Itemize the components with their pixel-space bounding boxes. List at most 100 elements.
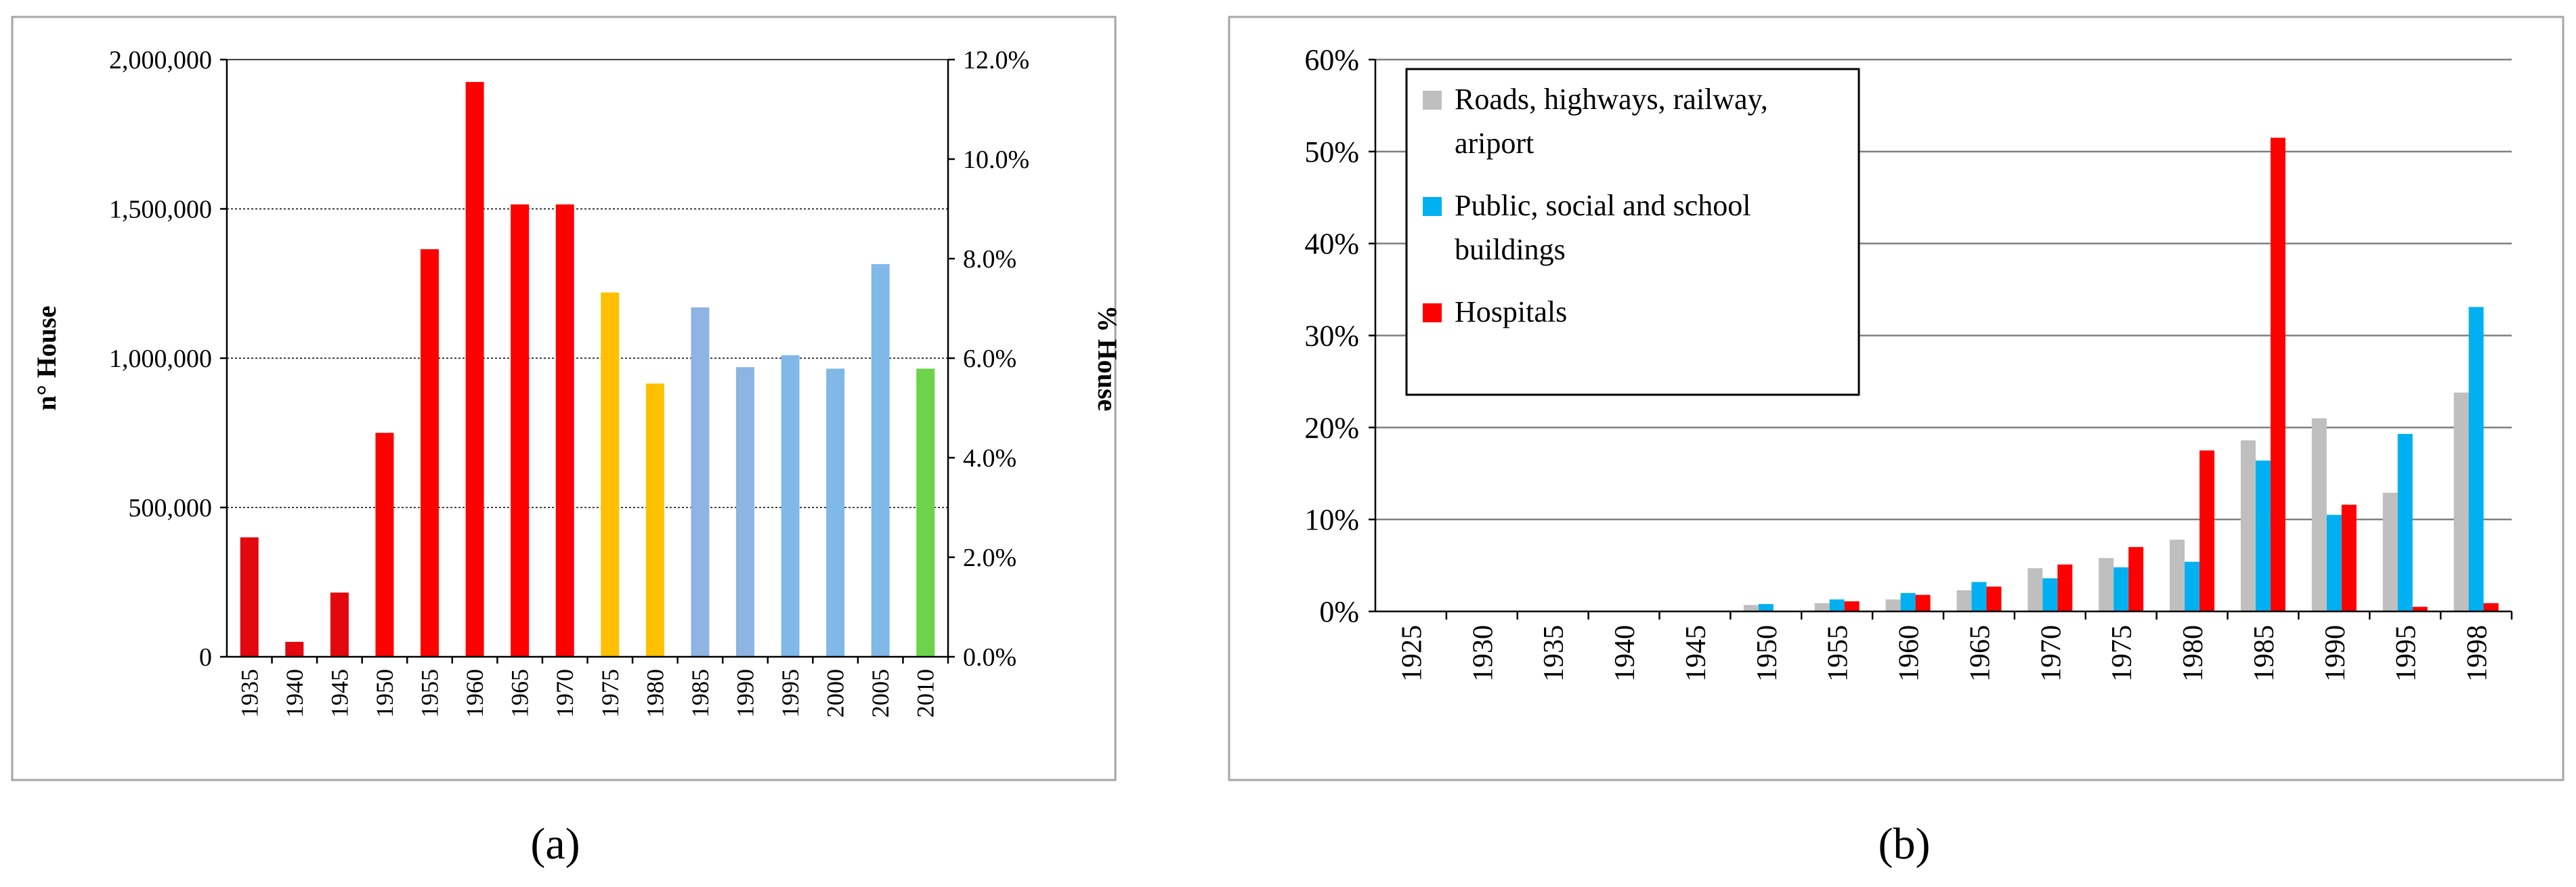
chart-a-x-tick-label: 1985: [687, 669, 714, 718]
chart-b-x-tick-label: 1960: [1894, 625, 1925, 682]
chart-a-y2-tick-label: 0.0%: [963, 643, 1016, 672]
chart-a-bar-1980: [645, 383, 664, 657]
chart-b: 0% 10% 20% 30% 40% 50% 60% 1925 1930 1935 1940 194…: [1228, 16, 2564, 781]
legend-label-1: buildings: [1455, 233, 1566, 266]
chart-b-x-tick-labels: 1925 1930 1935 1940 1945 1950 1955 1960 1965 1970…: [1396, 611, 2513, 682]
legend-box: [1405, 68, 1860, 396]
chart-b-bar-1990-s0: [2311, 418, 2327, 611]
chart-a-x-tick-labels: 1935 1940 1945 1950 1955 1960 1965 1970 1975 1980…: [236, 657, 949, 718]
chart-b-x-tick-label: 1975: [2107, 625, 2138, 682]
chart-a-bar-1990: [735, 367, 754, 657]
chart-a-bar-1960: [465, 82, 484, 657]
chart-a-bar-1955: [421, 249, 439, 657]
chart-b-y-tick-label: 60%: [1304, 43, 1359, 77]
chart-b-bar-1975-s0: [2099, 558, 2114, 611]
chart-a-x-tick-label: 1960: [461, 669, 488, 718]
chart-b-x-tick-label: 1990: [2320, 625, 2351, 682]
chart-b-bar-1980-s2: [2199, 450, 2215, 611]
chart-b-bar-1965-s1: [1971, 582, 1987, 611]
chart-b-x-tick-label: 1995: [2391, 625, 2422, 682]
chart-b-bar-1975-s1: [2113, 567, 2129, 611]
chart-a-y-tick-label: 2,000,000: [109, 46, 212, 74]
chart-a-x-tick-label: 2005: [867, 669, 894, 718]
chart-b-bar-1990-s1: [2326, 515, 2342, 611]
chart-a-bar-1985: [691, 307, 710, 657]
chart-a-bar-1950: [375, 433, 394, 657]
chart-b-bar-1998-s1: [2468, 307, 2484, 611]
chart-b-bar-1995-s1: [2397, 433, 2413, 611]
chart-b-bar-1960-s2: [1915, 594, 1931, 611]
chart-a-x-tick-label: 1935: [236, 669, 263, 718]
legend-label-2: Hospitals: [1455, 295, 1567, 328]
legend-swatch-0: [1423, 91, 1442, 110]
chart-b-bar-1998-s2: [2483, 603, 2499, 611]
chart-b-bar-1995-s2: [2412, 607, 2428, 611]
chart-b-bar-1980-s0: [2170, 540, 2185, 611]
chart-b-bar-1955-s0: [1814, 603, 1830, 611]
panel-b-caption: (b): [1879, 819, 1931, 869]
chart-b-bar-1950-s1: [1758, 604, 1774, 611]
chart-b-bar-1980-s1: [2185, 561, 2200, 611]
chart-b-x-tick-label: 1940: [1610, 625, 1641, 682]
chart-a-y2-tick-label: 2.0%: [963, 544, 1016, 572]
chart-b-bar-1960-s1: [1900, 592, 1916, 611]
chart-a-bars: [240, 82, 935, 657]
chart-b-bar-1990-s2: [2341, 504, 2357, 611]
chart-a-y2-axis-label: % House: [1092, 305, 1123, 412]
chart-b-bar-1975-s2: [2128, 546, 2144, 611]
chart-b-bar-1970-s0: [2027, 568, 2043, 611]
chart-a-x-tick-label: 1955: [416, 669, 444, 718]
chart-a-y-tick-labels: 0 500,000 1,000,000 1,500,000 2,000,000: [109, 46, 227, 672]
chart-b-y-tick-label: 50%: [1304, 135, 1359, 169]
chart-a-bar-2000: [826, 368, 845, 657]
chart-b-bar-1965-s0: [1956, 590, 1972, 611]
chart-a-x-tick-label: 2010: [912, 669, 939, 718]
chart-b-y-tick-label: 0%: [1319, 595, 1359, 628]
chart-a-x-tick-label: 1965: [507, 669, 534, 718]
chart-b-bar-1950-s0: [1743, 605, 1759, 611]
chart-a-x-tick-label: 1950: [371, 669, 398, 718]
panel-a-caption: (a): [530, 819, 580, 869]
chart-b-bar-1985-s0: [2240, 440, 2256, 611]
chart-a-x-tick-label: 1980: [641, 669, 668, 718]
chart-b-x-tick-label: 1950: [1752, 625, 1783, 682]
chart-b-x-tick-label: 1965: [1965, 625, 1996, 682]
chart-b-bar-1970-s2: [2057, 564, 2073, 611]
chart-a-gridlines: [227, 59, 948, 509]
chart-b-x-tick-label: 1930: [1467, 625, 1499, 682]
chart-b-x-tick-label: 1945: [1681, 625, 1712, 682]
chart-a-x-tick-label: 1970: [551, 669, 578, 718]
chart-a-bar-1945: [330, 592, 349, 657]
chart-b-x-tick-label: 1935: [1539, 625, 1570, 682]
legend-label-0: ariport: [1455, 127, 1534, 160]
chart-a-x-tick-label: 1990: [731, 669, 758, 718]
chart-b-x-tick-label: 1955: [1823, 625, 1854, 682]
chart-a-bar-1965: [511, 204, 530, 657]
chart-a-y2-tick-label: 4.0%: [963, 444, 1016, 473]
legend-swatch-1: [1423, 197, 1442, 216]
chart-a-x-tick-label: 1945: [326, 669, 353, 718]
chart-b-y-tick-label: 10%: [1304, 503, 1359, 536]
chart-a-bar-1970: [555, 204, 574, 657]
chart-a-y-tick-label: 1,000,000: [109, 345, 212, 373]
chart-a-y2-tick-label: 6.0%: [963, 345, 1016, 373]
chart-b-bar-1965-s2: [1986, 586, 2002, 611]
chart-b-y-tick-label: 20%: [1304, 411, 1359, 444]
chart-a-bar-1935: [240, 537, 259, 657]
chart-b-y-tick-labels: 0% 10% 20% 30% 40% 50% 60%: [1304, 43, 1375, 628]
chart-b-bar-1955-s1: [1829, 599, 1845, 611]
chart-a: 0 500,000 1,000,000 1,500,000 2,000,000 0.0%…: [11, 16, 1123, 781]
chart-b-bar-1970-s1: [2042, 578, 2058, 611]
chart-a-y2-tick-label: 8.0%: [963, 245, 1016, 274]
chart-b-legend: Roads, highways, railway, ariport Public, …: [1405, 68, 1860, 396]
chart-b-y-tick-label: 30%: [1304, 320, 1359, 353]
chart-b-x-tick-label: 1970: [2036, 625, 2067, 682]
chart-b-bars: [1743, 137, 2499, 612]
chart-a-bar-1940: [285, 641, 304, 657]
chart-a-x-tick-label: 1975: [597, 669, 624, 718]
chart-a-bar-1975: [601, 292, 620, 657]
chart-b-y-tick-label: 40%: [1304, 228, 1359, 261]
chart-a-y2-tick-label: 12.0%: [963, 46, 1029, 74]
chart-b-bar-1985-s1: [2255, 460, 2271, 611]
